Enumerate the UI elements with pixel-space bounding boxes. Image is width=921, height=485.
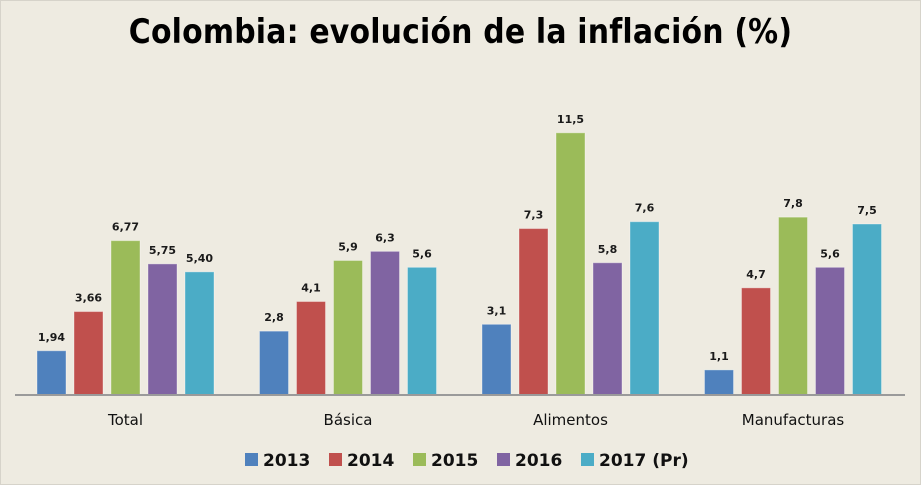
data-label: 4,7 <box>746 268 766 281</box>
bar-2013-básica <box>259 330 289 396</box>
data-label: 5,6 <box>820 247 840 260</box>
category-label: Alimentos <box>533 411 608 429</box>
bar-2016-manufacturas <box>815 266 845 396</box>
legend-label: 2013 <box>263 451 310 471</box>
bar-2014-básica <box>296 301 326 396</box>
data-label: 6,77 <box>112 221 139 234</box>
data-label: 6,3 <box>375 231 395 244</box>
bar-2016-alimentos <box>592 262 623 396</box>
bar-2015-manufacturas <box>778 216 808 396</box>
bar-2013-manufacturas <box>704 369 734 396</box>
data-label: 3,1 <box>487 304 507 317</box>
data-label: 7,6 <box>635 202 655 215</box>
data-label: 7,3 <box>524 209 544 222</box>
category-label: Total <box>107 411 143 429</box>
bar-2015-total <box>110 240 141 396</box>
category-label: Manufacturas <box>742 411 845 429</box>
data-label: 5,75 <box>149 244 176 257</box>
legend-label: 2014 <box>347 451 394 471</box>
legend-label: 2015 <box>431 451 478 471</box>
data-label: 5,9 <box>338 240 358 253</box>
data-labels-layer: 1,94 3,66 6,77 5,75 5,40 2,8 4,1 5,9 6,3 5,6 3,1 7,… <box>38 113 877 363</box>
bar-2016-básica <box>370 250 400 396</box>
bar-2013-total <box>36 350 67 396</box>
data-label: 7,8 <box>783 197 803 210</box>
legend-swatch <box>497 453 510 466</box>
data-label: 1,1 <box>709 350 729 363</box>
legend: 2013 2014 2015 2016 2017 (Pr) <box>245 451 689 471</box>
bar-2017pr-alimentos <box>629 221 660 396</box>
data-label: 1,94 <box>38 331 65 344</box>
data-label: 11,5 <box>557 113 584 126</box>
chart-title: Colombia: evolución de la inflación (%) <box>128 12 793 52</box>
legend-swatch <box>413 453 426 466</box>
bar-2014-alimentos <box>518 228 549 396</box>
bars-layer <box>36 132 882 396</box>
bar-2015-básica <box>333 259 363 396</box>
legend-swatch <box>329 453 342 466</box>
bar-2016-total <box>147 263 178 396</box>
legend-label: 2016 <box>515 451 562 471</box>
data-label: 5,40 <box>186 252 213 265</box>
legend-swatch <box>245 453 258 466</box>
data-label: 2,8 <box>264 311 284 324</box>
bar-2017pr-total <box>184 271 215 396</box>
category-label: Básica <box>324 411 373 429</box>
category-labels-layer: Total Básica Alimentos Manufacturas <box>107 411 844 429</box>
legend-swatch <box>581 453 594 466</box>
legend-label: 2017 (Pr) <box>599 451 689 471</box>
data-label: 5,6 <box>412 247 432 260</box>
data-label: 3,66 <box>75 292 102 305</box>
bar-2014-total <box>73 311 104 396</box>
bar-2013-alimentos <box>481 323 512 396</box>
data-label: 5,8 <box>598 243 618 256</box>
data-label: 4,1 <box>301 282 321 295</box>
data-label: 7,5 <box>857 204 877 217</box>
bar-2017pr-básica <box>407 266 437 396</box>
bar-2014-manufacturas <box>741 287 771 396</box>
bar-2017pr-manufacturas <box>852 223 882 396</box>
bar-2015-alimentos <box>555 132 586 396</box>
